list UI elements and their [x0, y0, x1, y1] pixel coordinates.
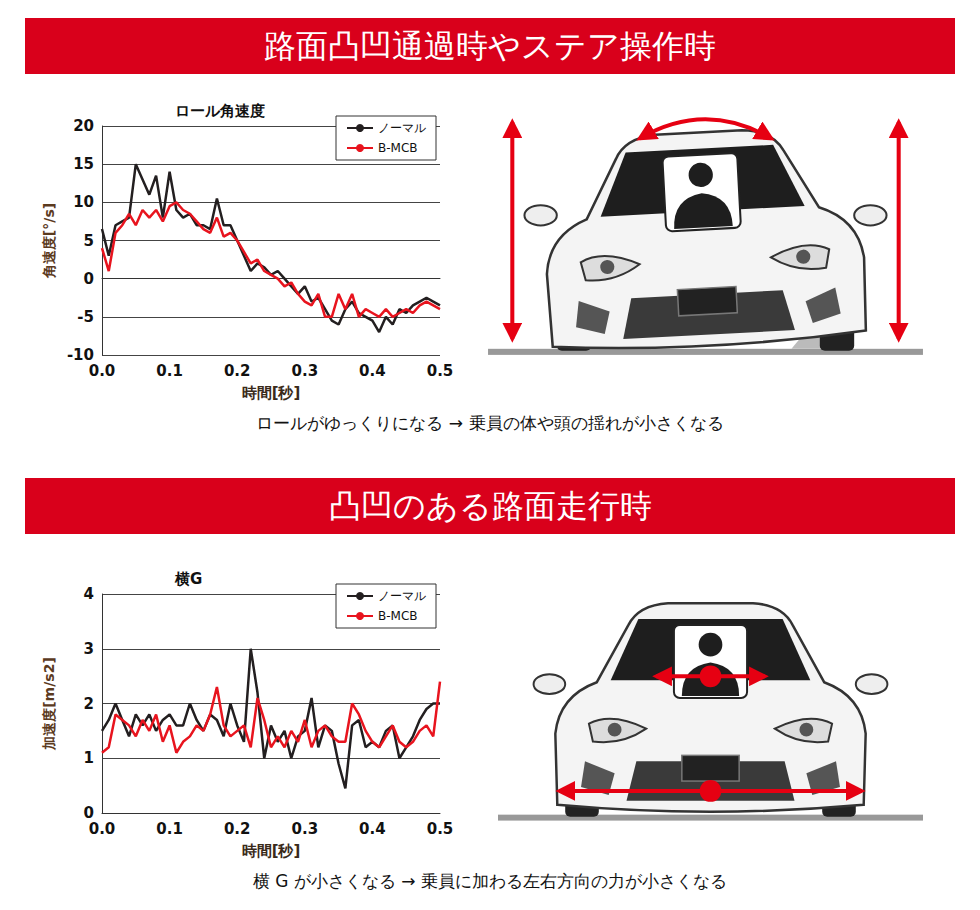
svg-text:0.4: 0.4: [359, 820, 386, 838]
svg-text:-5: -5: [77, 308, 94, 326]
svg-text:0.2: 0.2: [224, 362, 251, 380]
html-text:横 G が小さくなる → 乗員に加わる左右方向の力が小さくな: 横 G が小さくなる → 乗員に加わる左右方向の力が小さくなる: [253, 871, 727, 891]
svg-text:0.3: 0.3: [292, 362, 319, 380]
svg-text:0.1: 0.1: [156, 362, 183, 380]
svg-text:加速度[m/s2]: 加速度[m/s2]: [41, 657, 57, 751]
html-text:路面凸凹通過時やステア操作時: 路面凸凹通過時やステア操作時: [264, 27, 716, 65]
svg-text:横G: 横G: [174, 570, 202, 588]
svg-text:0.1: 0.1: [156, 820, 183, 838]
svg-text:0.4: 0.4: [359, 362, 386, 380]
svg-text:ロール角速度: ロール角速度: [175, 102, 265, 120]
svg-text:ノーマル: ノーマル: [378, 121, 426, 135]
svg-text:2: 2: [84, 695, 94, 713]
svg-text:時間[秒]: 時間[秒]: [242, 384, 301, 402]
svg-text:ノーマル: ノーマル: [378, 589, 426, 603]
svg-text:1: 1: [84, 749, 94, 767]
svg-text:B-MCB: B-MCB: [378, 141, 418, 155]
svg-text:0.2: 0.2: [224, 820, 251, 838]
svg-text:-10: -10: [66, 346, 94, 364]
svg-text:3: 3: [84, 640, 94, 658]
html-text:ロールがゆっくりになる → 乗員の体や頭の揺れが小さくなる: ロールがゆっくりになる → 乗員の体や頭の揺れが小さくなる: [256, 413, 724, 433]
svg-text:時間[秒]: 時間[秒]: [242, 842, 301, 860]
svg-text:B-MCB: B-MCB: [378, 609, 418, 623]
svg-text:角速度[°/s]: 角速度[°/s]: [41, 203, 57, 279]
svg-text:20: 20: [73, 117, 94, 135]
svg-text:10: 10: [73, 193, 94, 211]
svg-text:5: 5: [84, 232, 94, 250]
html-text:凸凹のある路面走行時: 凸凹のある路面走行時: [328, 487, 652, 525]
svg-text:0: 0: [83, 804, 94, 822]
svg-text:15: 15: [73, 155, 94, 173]
svg-text:4: 4: [84, 585, 94, 603]
svg-text:0.0: 0.0: [89, 362, 116, 380]
svg-text:0.3: 0.3: [292, 820, 319, 838]
svg-text:0.0: 0.0: [89, 820, 116, 838]
svg-text:0: 0: [84, 270, 94, 288]
svg-text:0.5: 0.5: [427, 362, 454, 380]
svg-text:0.5: 0.5: [427, 820, 454, 838]
